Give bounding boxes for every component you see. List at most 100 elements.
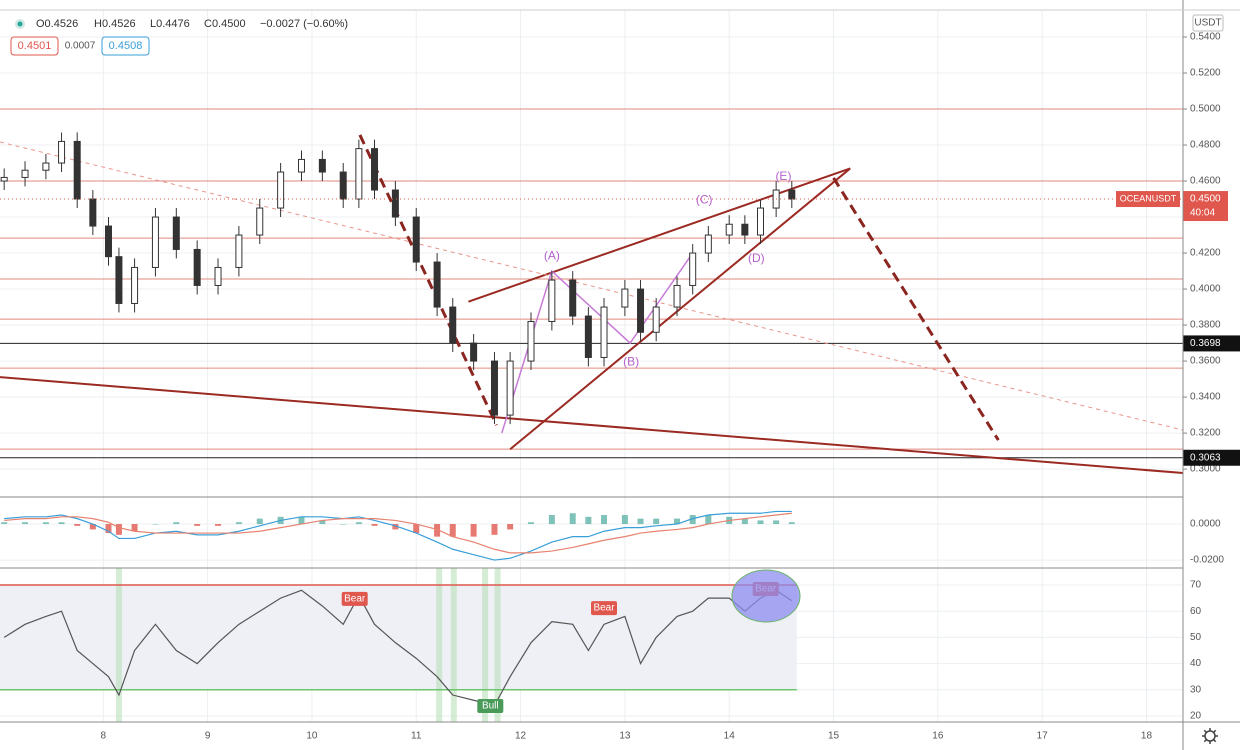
candle-body [58,140,66,164]
y-tick-label: 0.4200 [1190,248,1221,259]
y-tick-label: 0.4000 [1190,284,1221,295]
macd-hist [741,518,748,525]
macd-hist [621,515,628,525]
candle-body [527,320,535,362]
candle-body [569,279,577,317]
macd-hist [569,513,576,525]
x-tick-label: 11 [411,731,422,742]
signal-tag-label: Bull [482,701,499,712]
candle-body [391,189,399,218]
ohlc-low: L0.4476 [150,18,190,30]
candle-body [172,216,180,250]
level-tag-label: 0.3063 [1190,452,1221,463]
candle-body [277,171,285,209]
candle-body [652,306,660,333]
y-tick-label: -0.0200 [1190,555,1224,566]
candle-body [214,266,222,286]
level-tag [1183,449,1240,466]
trend-line [0,376,1184,475]
macd-hist [74,524,81,526]
ohlc-change: −0.0027 (−0.60%) [260,18,348,30]
macd-hist [637,518,644,525]
wave-label: (E) [775,169,791,183]
ohlc-high: H0.4526 [94,18,136,30]
trend-line [832,177,1000,441]
y-tick-label: 60 [1190,606,1202,617]
price-tag [1183,191,1228,222]
macd-hist [371,524,378,526]
trend-line [0,141,1184,431]
rsi-highlight [436,568,443,722]
macd-hist [392,524,399,530]
macd-hist [105,524,112,534]
macd-hist [319,520,326,525]
y-tick-label: 70 [1190,580,1202,591]
candle-body [704,234,712,254]
rsi-highlight [115,568,122,722]
signal-tag-label: Bear [344,594,366,605]
macd-hist [89,524,96,530]
candle-body [757,207,764,236]
candle-body [256,207,264,236]
macd-hist [152,524,159,525]
bid-box[interactable] [10,36,59,56]
ohlc-open: O0.4526 [36,18,78,30]
x-tick-label: 14 [724,731,736,742]
candle-body [725,223,733,236]
candle-body [673,284,681,308]
bid: 0.4501 [18,40,52,52]
trend-line [468,167,851,303]
level-tag [1183,335,1240,352]
candle-body [104,225,112,258]
settings-icon[interactable] [1202,728,1218,744]
macd-hist [413,524,420,534]
macd-hist [131,524,138,532]
trend-line [509,167,851,451]
candle-body [115,256,123,304]
rsi-highlight [482,568,489,722]
signal-tag [591,601,618,616]
y-tick-label: 0.3200 [1190,428,1221,439]
y-tick-label: 0.4800 [1190,140,1221,151]
x-tick-label: 18 [1141,731,1153,742]
candle-body [548,279,556,322]
macd-hist [705,515,712,525]
y-tick-label: 40 [1190,658,1202,669]
macd-hist [601,515,608,525]
macd-hist [256,518,263,525]
y-tick-label: 50 [1190,632,1202,643]
candle-body [584,315,592,358]
status-dot [17,21,23,27]
macd-hist [235,522,242,525]
signal-tag [477,699,504,714]
y-tick-label: 0.5200 [1190,68,1221,79]
wave-label: (A) [544,248,560,262]
macd-hist [653,518,660,525]
y-tick-label: 0.3600 [1190,356,1221,367]
macd-hist [788,522,795,525]
x-tick-label: 16 [932,731,944,742]
candle-body [318,158,326,173]
macd-hist [507,524,514,530]
symbol-tag [1116,191,1180,208]
candle-body [600,306,608,358]
macd-hist [548,515,555,525]
macd-hist [527,522,534,525]
spread: 0.0007 [65,41,96,52]
symbol-tag-label: OCEANUSDT [1120,193,1177,203]
y-tick-label: 0.3400 [1190,392,1221,403]
ask-box[interactable] [101,36,150,56]
candle-body [151,216,159,268]
level-tag-label: 0.3698 [1190,338,1221,349]
macd-macd-line [4,510,792,561]
candle-body [0,176,8,182]
x-tick-label: 13 [619,731,631,742]
wave-label: (B) [623,354,639,368]
candle-body [193,248,201,286]
x-tick-label: 9 [205,731,211,742]
currency-box[interactable] [1192,14,1224,32]
rsi-highlight [494,568,501,722]
y-tick-label: 0.0000 [1190,519,1221,530]
rsi-band [0,585,797,690]
